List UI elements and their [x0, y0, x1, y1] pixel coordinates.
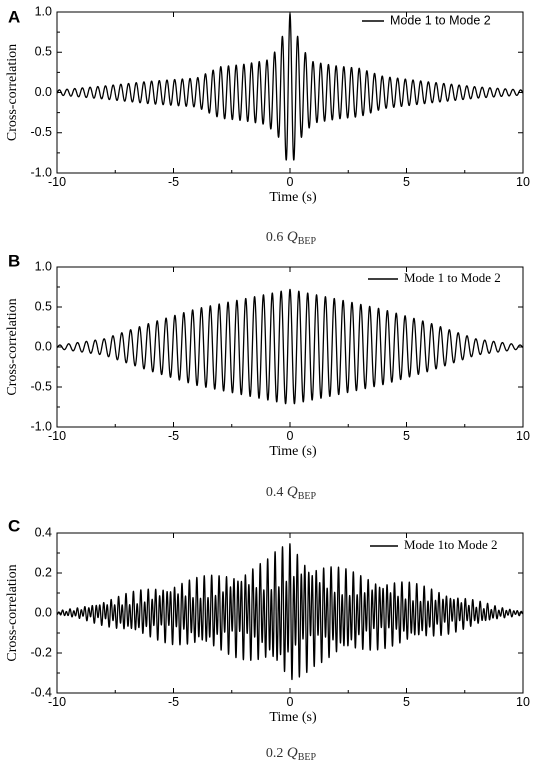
- x-tick-label: -5: [168, 429, 179, 443]
- x-tick-label: -10: [48, 175, 66, 189]
- legend: Mode 1 to Mode 2: [362, 13, 491, 27]
- x-tick-label: -5: [168, 695, 179, 709]
- series-line: [56, 543, 524, 681]
- series-line: [56, 12, 524, 161]
- y-tick-label: 0.5: [35, 45, 52, 59]
- panel-caption: 0.4 QBEP: [266, 484, 317, 502]
- y-tick-label: -1.0: [30, 165, 52, 179]
- y-tick-label: 0.5: [35, 299, 52, 313]
- legend-label: Mode 1 to Mode 2: [404, 270, 501, 285]
- caption-q: Q: [287, 484, 298, 500]
- y-tick-label: -0.5: [30, 125, 52, 139]
- y-axis-label: Cross-correlation: [5, 44, 20, 141]
- y-tick-label: 0.4: [35, 525, 52, 539]
- y-tick-label: -0.2: [30, 645, 52, 659]
- caption-q: Q: [287, 229, 298, 245]
- caption-value: 0.4: [266, 485, 287, 500]
- x-tick-label: -10: [48, 695, 66, 709]
- x-tick-label: 10: [516, 695, 530, 709]
- legend-label: Mode 1 to Mode 2: [390, 13, 491, 27]
- y-tick-label: 0.0: [35, 339, 52, 353]
- x-tick-label: 0: [287, 695, 294, 709]
- y-tick-label: 1.0: [35, 4, 52, 18]
- caption-subscript: BEP: [298, 752, 317, 763]
- panel-letter: C: [8, 516, 20, 535]
- panel-b: B -1.0 -0.5 0.0 0.5 1.0 -10 -5 0 5 10 Time (s) Cross…: [5, 251, 530, 502]
- y-tick-label: -0.5: [30, 379, 52, 393]
- y-tick-label: 0.0: [35, 605, 52, 619]
- legend: Mode 1 to Mode 2: [368, 270, 501, 285]
- caption-subscript: BEP: [298, 236, 317, 247]
- series-line: [56, 288, 524, 405]
- caption-value: 0.2: [266, 746, 287, 761]
- x-tick-label: -5: [168, 175, 179, 189]
- x-tick-label: -10: [48, 429, 66, 443]
- y-tick-label: 0.0: [35, 85, 52, 99]
- x-tick-label: 5: [403, 695, 410, 709]
- panel-caption: 0.6 QBEP: [266, 229, 317, 247]
- panel-a: A -1.0 -0.5 0.0 0.5 1.0 -10 -5 0 5 10 Time (s) Cross…: [5, 4, 530, 247]
- x-tick-label: 0: [287, 175, 294, 189]
- y-tick-label: 1.0: [35, 259, 52, 273]
- panel-letter: B: [8, 251, 20, 270]
- y-axis-label: Cross-correlation: [5, 298, 20, 395]
- panel-letter: A: [8, 7, 20, 26]
- panel-c: C -0.4 -0.2 0.0 0.2 0.4 -10 -5 0 5 10 Time (s) Cross…: [5, 516, 530, 763]
- x-tick-label: 10: [516, 175, 530, 189]
- x-tick-label: 10: [516, 429, 530, 443]
- y-tick-label: -0.4: [30, 685, 52, 699]
- x-axis-label: Time (s): [269, 190, 317, 205]
- panel-caption: 0.2 QBEP: [266, 745, 317, 763]
- x-tick-label: 5: [403, 429, 410, 443]
- x-axis-label: Time (s): [269, 710, 317, 725]
- x-tick-label: 5: [403, 175, 410, 189]
- x-axis-label: Time (s): [269, 444, 317, 459]
- y-axis-label: Cross-correlation: [5, 564, 20, 661]
- y-tick-label: 0.2: [35, 565, 52, 579]
- legend-label: Mode 1to Mode 2: [404, 537, 498, 552]
- caption-q: Q: [287, 745, 298, 761]
- caption-subscript: BEP: [298, 491, 317, 502]
- x-tick-label: 0: [287, 429, 294, 443]
- legend: Mode 1to Mode 2: [370, 537, 498, 552]
- caption-value: 0.6: [266, 230, 287, 245]
- y-tick-label: -1.0: [30, 419, 52, 433]
